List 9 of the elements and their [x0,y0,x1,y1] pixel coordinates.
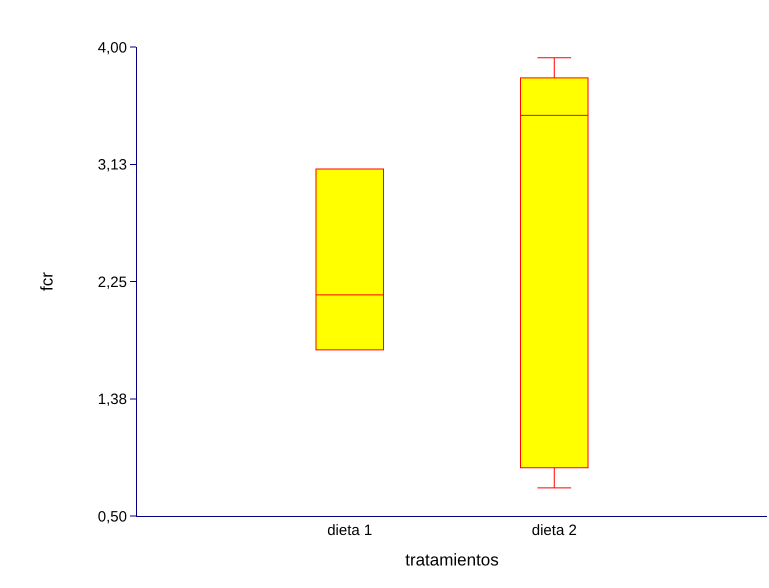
y-axis-title: fcr [37,272,56,291]
y-tick-label: 4,00 [98,39,127,56]
x-tick-label: dieta 1 [327,522,372,539]
x-axis-title: tratamientos [405,550,499,570]
y-tick-label: 1,38 [98,391,127,408]
y-tick-label: 3,13 [98,156,127,174]
x-tick-label: dieta 2 [532,522,577,539]
y-tick-label: 2,25 [98,274,127,291]
y-tick-label: 0,50 [98,508,127,526]
